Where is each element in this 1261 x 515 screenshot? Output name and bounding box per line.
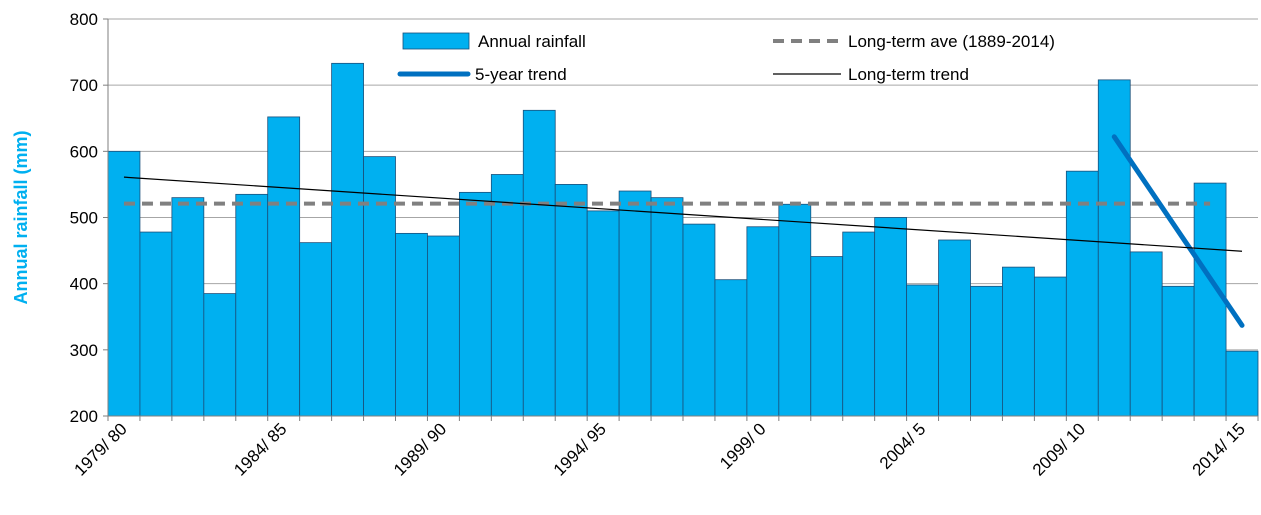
legend-item: Long-term trend (773, 65, 969, 84)
bar (810, 256, 844, 417)
trend-lines (123, 134, 1245, 328)
bar (1065, 170, 1099, 417)
bar (970, 285, 1003, 417)
y-tick-labels: 200 300 400 500 600 700 800 (70, 10, 98, 426)
bar (107, 150, 141, 417)
bar (650, 197, 684, 417)
x-tick-label: 1994/ 95 (550, 419, 610, 479)
y-tick-label: 800 (70, 10, 98, 29)
y-tick-label: 300 (70, 341, 98, 360)
legend-label: 5-year trend (475, 65, 567, 84)
bars (107, 62, 1259, 417)
legend: Annual rainfall Long-term ave (1889-2014)… (397, 32, 1055, 84)
bar (139, 231, 173, 417)
bar (299, 242, 333, 417)
y-axis-label: Annual rainfall (mm) (11, 130, 31, 304)
bar (1129, 251, 1163, 417)
bar (1097, 79, 1131, 417)
x-tick-label: 2009/ 10 (1029, 419, 1089, 479)
axes (103, 18, 1259, 421)
bar (1002, 266, 1035, 417)
bar (554, 184, 588, 417)
legend-item: Long-term ave (1889-2014) (773, 32, 1055, 51)
bar (395, 232, 428, 417)
legend-label: Long-term ave (1889-2014) (848, 32, 1055, 51)
x-tick-label: 1979/ 80 (71, 419, 131, 479)
bar (714, 279, 748, 417)
bar (586, 210, 620, 417)
bar (331, 62, 364, 417)
x-tick-label: 1984/ 85 (230, 419, 290, 479)
y-tick-label: 400 (70, 275, 98, 294)
bar (746, 226, 780, 417)
legend-label: Long-term trend (848, 65, 969, 84)
bar (171, 197, 205, 417)
y-tick-label: 600 (70, 142, 98, 161)
bar (490, 174, 524, 417)
5-year-trend-line (1111, 134, 1245, 328)
bar (778, 203, 812, 417)
bar (363, 156, 396, 417)
bar (203, 293, 237, 417)
y-tick-label: 200 (70, 407, 98, 426)
x-tick-labels: 1979/ 80 1984/ 85 1989/ 90 1994/ 95 1999/ 0 2… (71, 419, 1249, 479)
bar (938, 239, 971, 417)
bar (874, 217, 908, 417)
legend-item: 5-year trend (397, 65, 567, 84)
bar (906, 284, 939, 417)
y-tick-label: 500 (70, 209, 98, 228)
legend-label: Annual rainfall (478, 32, 586, 51)
bar (522, 109, 556, 417)
long-term-trend-line (123, 176, 1243, 252)
bar (427, 235, 460, 417)
legend-swatch (402, 32, 470, 50)
x-tick-label: 2014/ 15 (1189, 419, 1249, 479)
bar (618, 190, 652, 417)
bar (235, 193, 269, 417)
bar (842, 231, 876, 417)
x-tick-label: 2004/ 5 (876, 419, 930, 473)
x-tick-label: 1999/ 0 (716, 419, 770, 473)
legend-item: Annual rainfall (402, 32, 586, 51)
bar (1225, 350, 1259, 417)
y-tick-label: 700 (70, 76, 98, 95)
bar (682, 223, 716, 417)
bar (1033, 276, 1067, 417)
bar (1193, 182, 1227, 417)
x-tick-label: 1989/ 90 (390, 419, 450, 479)
bar (1161, 285, 1195, 417)
bar (267, 116, 301, 417)
bar (458, 191, 492, 417)
